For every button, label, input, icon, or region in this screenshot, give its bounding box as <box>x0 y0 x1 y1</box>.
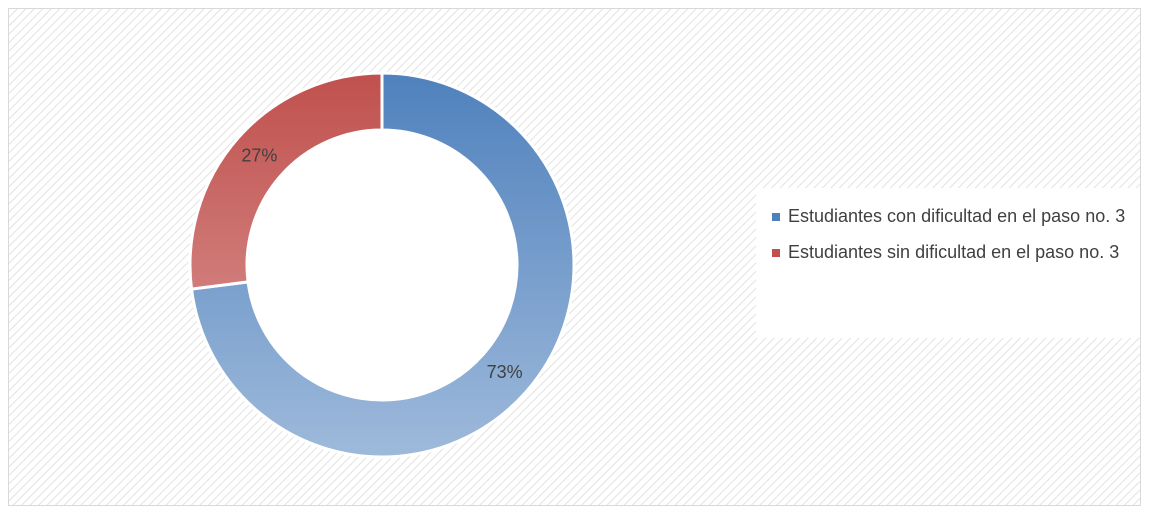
donut-segment <box>188 71 384 291</box>
legend-item: Estudiantes sin dificultad en el paso no… <box>770 238 1134 266</box>
legend-swatch <box>772 249 780 257</box>
legend-label: Estudiantes sin dificultad en el paso no… <box>788 242 1120 262</box>
legend-item: Estudiantes con dificultad en el paso no… <box>770 202 1134 230</box>
legend: Estudiantes con dificultad en el paso no… <box>756 188 1140 338</box>
legend-swatch <box>772 213 780 221</box>
donut-segment <box>189 71 576 459</box>
data-label: 27% <box>241 146 277 166</box>
donut: 73% 27% <box>188 71 576 459</box>
legend-label: Estudiantes con dificultad en el paso no… <box>788 206 1126 226</box>
data-label: 73% <box>487 362 523 382</box>
